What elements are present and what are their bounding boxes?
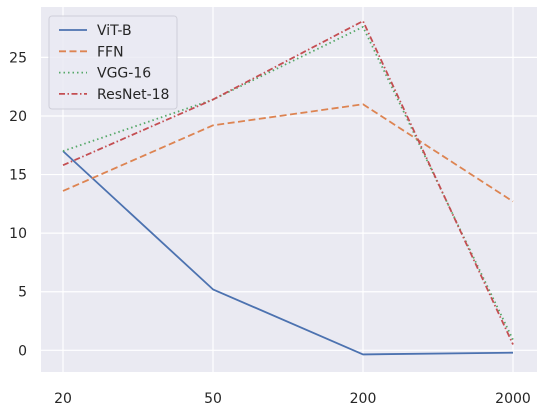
y-tick-label: 10	[9, 226, 27, 242]
y-tick-label: 25	[9, 50, 27, 66]
x-tick-label: 2000	[495, 391, 531, 407]
y-tick-label: 0	[18, 343, 27, 359]
legend-label: ViT-B	[97, 23, 132, 39]
series-line-vit-b	[62, 150, 514, 356]
y-tick-label: 5	[18, 285, 27, 301]
grid-lines	[41, 7, 537, 372]
legend-box	[48, 15, 178, 110]
legend-label: ResNet-18	[97, 87, 169, 103]
legend-label: FFN	[97, 44, 124, 60]
x-tick-label: 50	[204, 391, 222, 407]
y-tick-label: 20	[9, 109, 27, 125]
legend-label: VGG-16	[97, 66, 151, 82]
y-tick-label: 15	[9, 168, 27, 184]
series-lines	[62, 20, 514, 356]
x-tick-label: 200	[350, 391, 377, 407]
x-tick-label: 20	[54, 391, 72, 407]
legend: ViT-B FFN VGG-16 ResNet-18	[48, 15, 178, 110]
axis-tick-labels: 20 50 200 2000 0 5 10 15 20 25	[9, 50, 531, 407]
series-line-ffn	[62, 103, 514, 203]
